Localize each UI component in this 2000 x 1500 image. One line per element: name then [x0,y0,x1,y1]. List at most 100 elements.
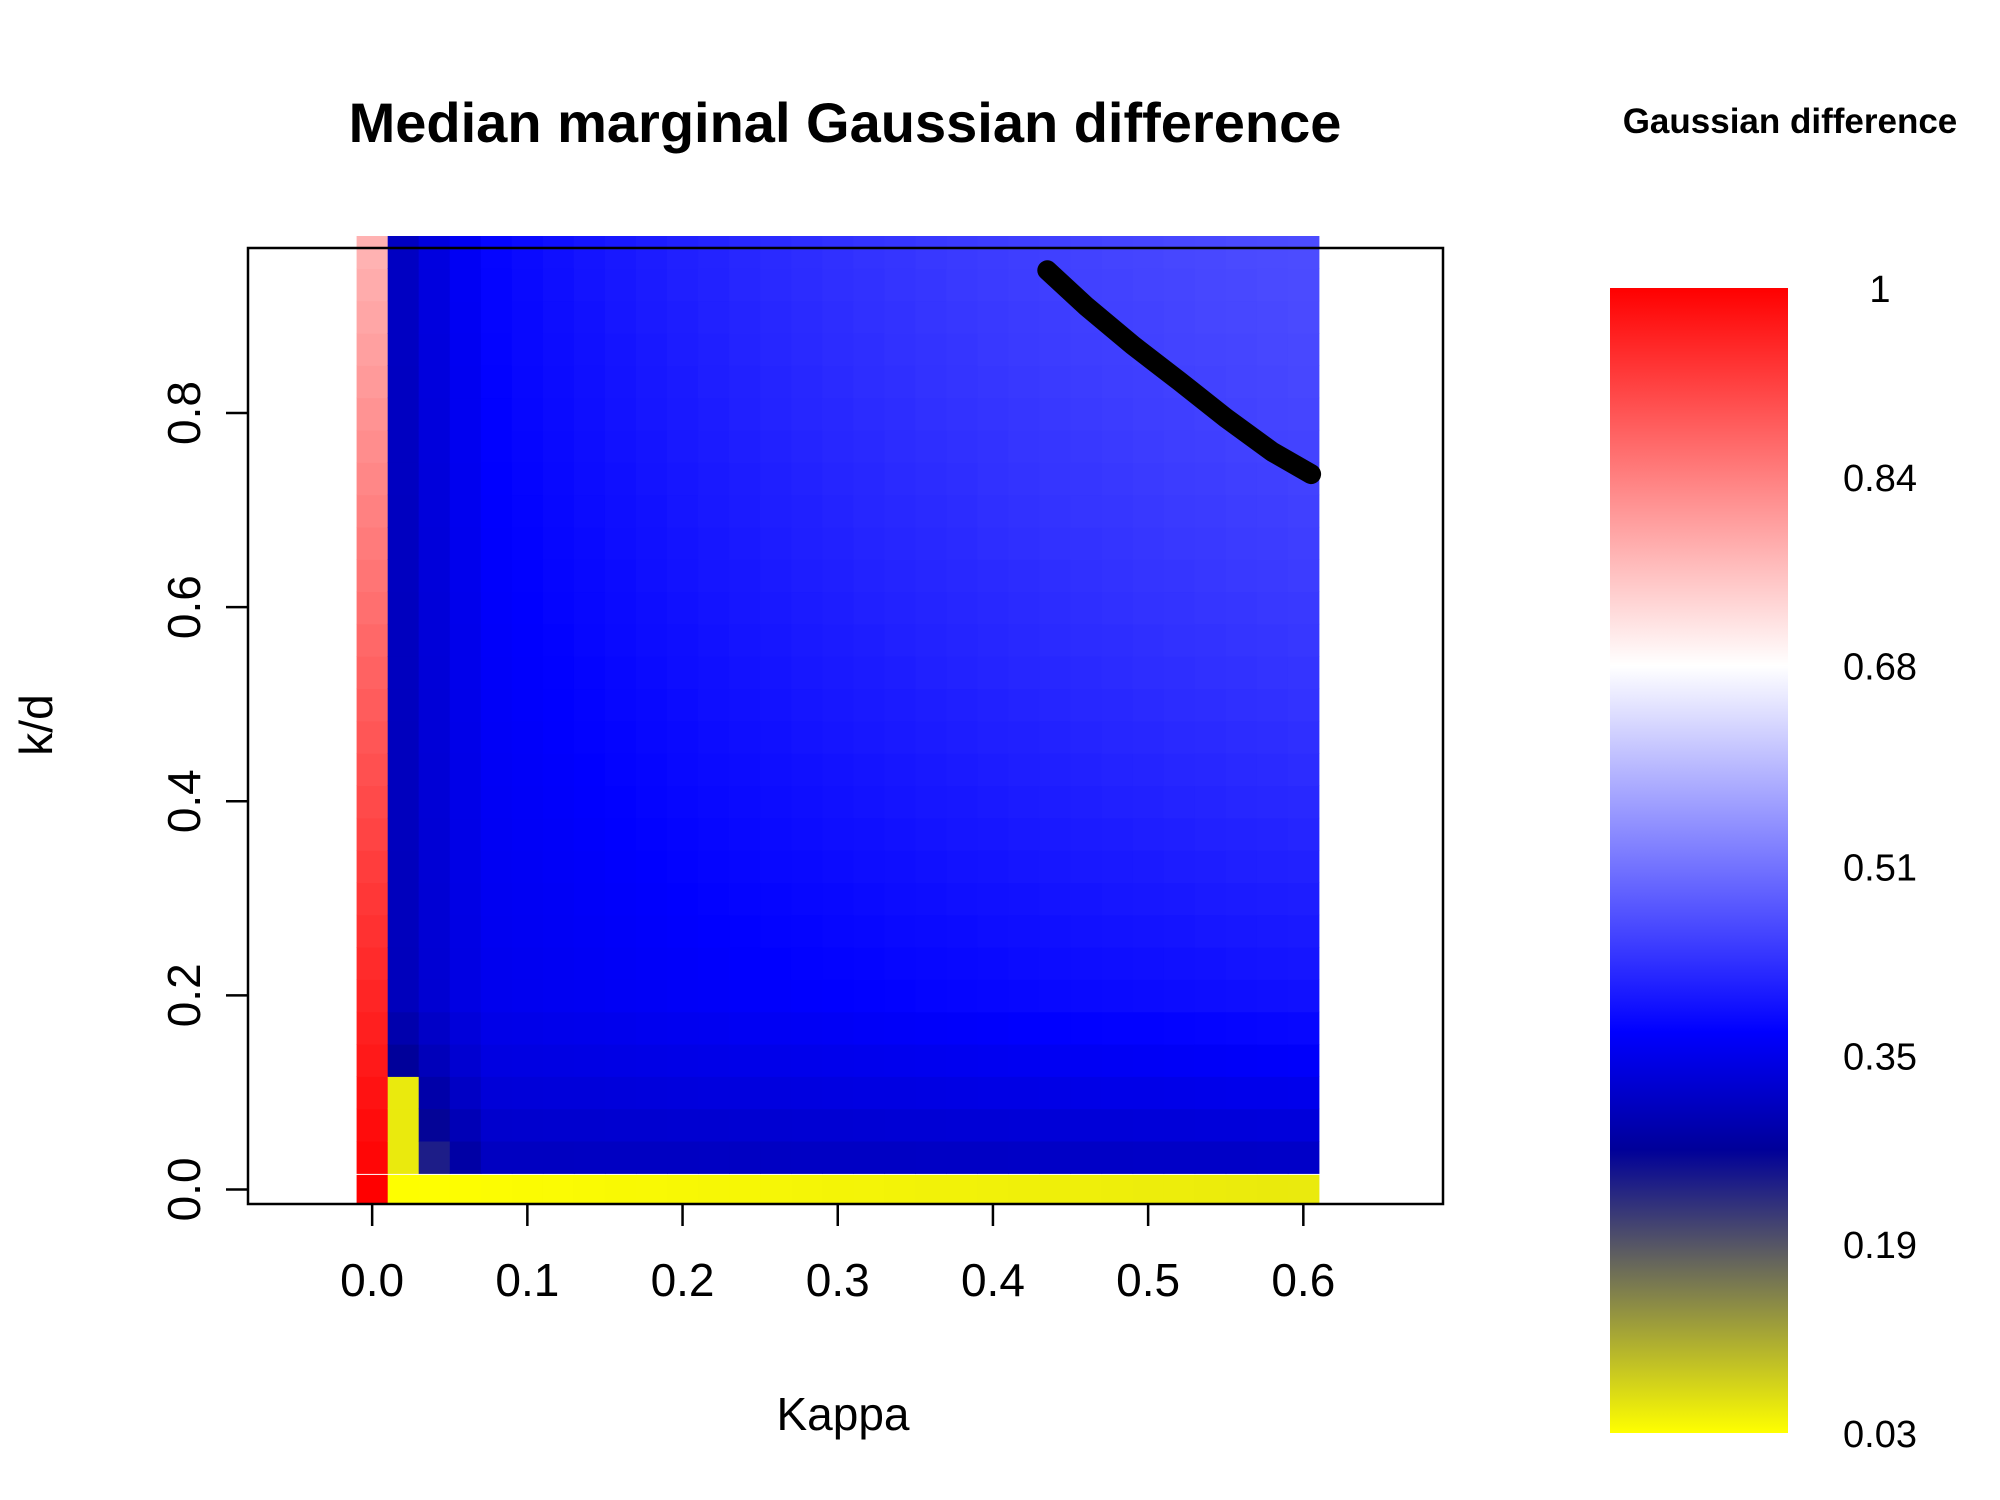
heatmap-cell [418,236,451,269]
heatmap-cell [884,623,916,657]
heatmap-cell [1287,1174,1320,1205]
heatmap-cell [729,300,761,334]
heatmap-cell [356,591,389,625]
heatmap-cell [1008,688,1041,722]
heatmap-cell [1070,591,1103,625]
heatmap-cell [760,914,792,948]
heatmap-cell [977,494,1009,528]
heatmap-cell [977,914,1009,948]
heatmap-cell [387,850,420,883]
heatmap-cell [1225,268,1258,302]
heatmap-cell [698,623,730,657]
heatmap-cell [573,979,606,1013]
heatmap-cell [1101,526,1134,560]
heatmap-cell [449,623,482,657]
heatmap-cell [1039,559,1072,593]
heatmap-cell [884,494,916,528]
heatmap-cell [418,559,451,593]
heatmap-cell [853,559,885,593]
heatmap-cell [884,268,916,302]
heatmap-cell [1070,333,1103,366]
heatmap-cell [449,333,482,366]
heatmap-cell [946,1011,978,1045]
heatmap-cell [542,268,575,302]
heatmap-cell [667,720,699,754]
heatmap-cell [853,623,885,657]
heatmap-cell [636,979,668,1013]
heatmap-cell [729,1011,761,1045]
heatmap-cell [542,947,575,980]
heatmap-cell [822,1141,854,1174]
heatmap-cell [418,979,451,1013]
heatmap-cell [1287,720,1320,754]
heatmap-cell [542,688,575,722]
heatmap-cell [698,1141,730,1174]
heatmap-cell [449,429,482,463]
heatmap-cell [1225,365,1258,399]
heatmap-cell [542,753,575,786]
heatmap-cell [418,462,451,496]
heatmap-cell [853,429,885,463]
heatmap-cell [604,817,637,851]
heatmap-cell [387,1011,420,1045]
heatmap-cell [480,300,513,334]
heatmap-cell [1256,1108,1289,1142]
heatmap-cell [822,1174,854,1205]
heatmap-cell [760,979,792,1013]
heatmap-cell [946,1108,978,1142]
heatmap-cell [1008,333,1041,366]
heatmap-cell [1039,785,1072,819]
heatmap-cell [760,1076,792,1110]
heatmap-cell [1163,236,1196,269]
color-bar-label: 0.19 [1843,1225,1917,1267]
heatmap-cell [542,236,575,269]
heatmap-cell [698,494,730,528]
x-tick-label: 0.4 [961,1254,1025,1306]
heatmap-cell [511,559,544,593]
heatmap-cell [1256,333,1289,366]
heatmap-cell [542,494,575,528]
heatmap-cell [760,526,792,560]
heatmap-cell [573,397,606,431]
heatmap-cell [977,429,1009,463]
heatmap-cell [1008,1076,1041,1110]
heatmap-cell [791,1044,823,1077]
heatmap-cell [1039,1141,1072,1174]
heatmap-cell [1163,300,1196,334]
heatmap-cell [977,365,1009,399]
heatmap-cell [1070,236,1103,269]
heatmap-cell [1256,494,1289,528]
heatmap-cell [822,300,854,334]
x-tick-label: 0.1 [495,1254,559,1306]
heatmap-cell [480,688,513,722]
heatmap-cell [915,236,947,269]
heatmap-cell [822,1011,854,1045]
heatmap-cell [1225,785,1258,819]
heatmap-cell [946,623,978,657]
heatmap-cell [1070,1141,1103,1174]
heatmap-cell [356,979,389,1013]
heatmap-cell [636,526,668,560]
heatmap-cell [480,333,513,366]
heatmap-cell [822,1076,854,1110]
heatmap-cell [449,850,482,883]
heatmap-cell [1194,914,1227,948]
heatmap-cell [542,914,575,948]
heatmap-cell [1225,236,1258,269]
heatmap-cell [387,753,420,786]
heatmap-cell [636,397,668,431]
heatmap-cell [387,656,420,690]
heatmap-cell [1287,688,1320,722]
heatmap-cell [915,850,947,883]
heatmap-cell [977,268,1009,302]
heatmap-cell [760,494,792,528]
heatmap-cell [729,979,761,1013]
heatmap-cell [449,591,482,625]
heatmap-cell [1256,785,1289,819]
heatmap-cell [542,559,575,593]
heatmap-cell [1194,1141,1227,1174]
heatmap-cell [449,397,482,431]
heatmap-cell [977,882,1009,916]
heatmap-cell [1163,1076,1196,1110]
heatmap-cell [1256,1076,1289,1110]
